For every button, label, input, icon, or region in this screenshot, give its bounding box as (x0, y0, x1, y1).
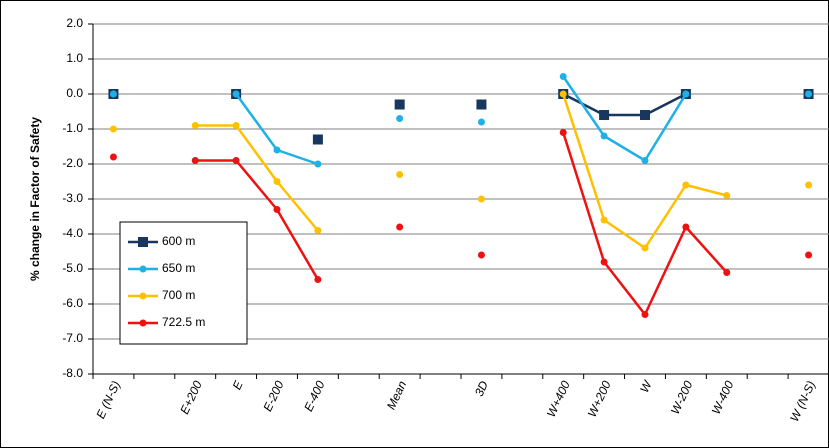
y-tick-label: 0.0 (66, 86, 83, 100)
marker (232, 122, 240, 129)
y-tick-label: -4.0 (62, 226, 83, 240)
marker (477, 118, 485, 126)
y-tick-label: -8.0 (62, 366, 83, 380)
marker (396, 223, 404, 231)
y-tick-label: -1.0 (62, 121, 83, 135)
marker (109, 153, 117, 161)
marker (314, 160, 322, 168)
legend-marker (138, 237, 148, 247)
y-tick-label: -7.0 (62, 331, 83, 345)
marker (805, 181, 813, 189)
marker (191, 122, 199, 129)
marker (312, 134, 323, 145)
marker (599, 110, 610, 120)
marker (641, 157, 649, 164)
legend-marker (139, 292, 147, 300)
marker (273, 206, 281, 213)
marker (682, 90, 690, 98)
marker (723, 269, 731, 276)
marker (232, 90, 240, 98)
marker (600, 258, 608, 266)
marker (396, 115, 404, 122)
marker (682, 181, 690, 189)
y-axis-label: % change in Factor of Safety (28, 117, 42, 281)
marker (477, 195, 485, 203)
marker (641, 311, 649, 318)
x-tick-label: 3D (472, 378, 491, 398)
marker (600, 132, 608, 140)
legend-label: 650 m (162, 261, 195, 275)
marker (394, 99, 405, 110)
marker (805, 90, 813, 98)
marker (396, 171, 404, 178)
marker (600, 216, 608, 224)
y-tick-label: 2.0 (66, 16, 83, 30)
legend-marker (139, 265, 147, 273)
marker (641, 244, 649, 252)
marker (805, 251, 813, 259)
marker (109, 125, 117, 133)
marker (314, 227, 322, 234)
marker (232, 157, 240, 164)
y-tick-label: -3.0 (62, 191, 83, 205)
marker (191, 157, 199, 164)
y-tick-label: -2.0 (62, 156, 83, 170)
y-tick-label: 1.0 (66, 51, 83, 65)
legend-label: 600 m (162, 234, 195, 248)
marker (559, 73, 567, 80)
marker (477, 251, 485, 259)
marker (723, 192, 731, 199)
marker (109, 90, 117, 98)
y-tick-label: -5.0 (62, 261, 83, 275)
marker (682, 223, 690, 231)
legend-marker (139, 319, 147, 327)
y-tick-label: -6.0 (62, 296, 83, 310)
marker (476, 99, 487, 110)
marker (559, 129, 567, 136)
legend-label: 722.5 m (162, 315, 205, 329)
marker (559, 90, 567, 98)
marker (640, 110, 650, 120)
marker (314, 276, 322, 283)
marker (273, 178, 281, 185)
marker (273, 146, 281, 154)
legend-label: 700 m (162, 288, 195, 302)
